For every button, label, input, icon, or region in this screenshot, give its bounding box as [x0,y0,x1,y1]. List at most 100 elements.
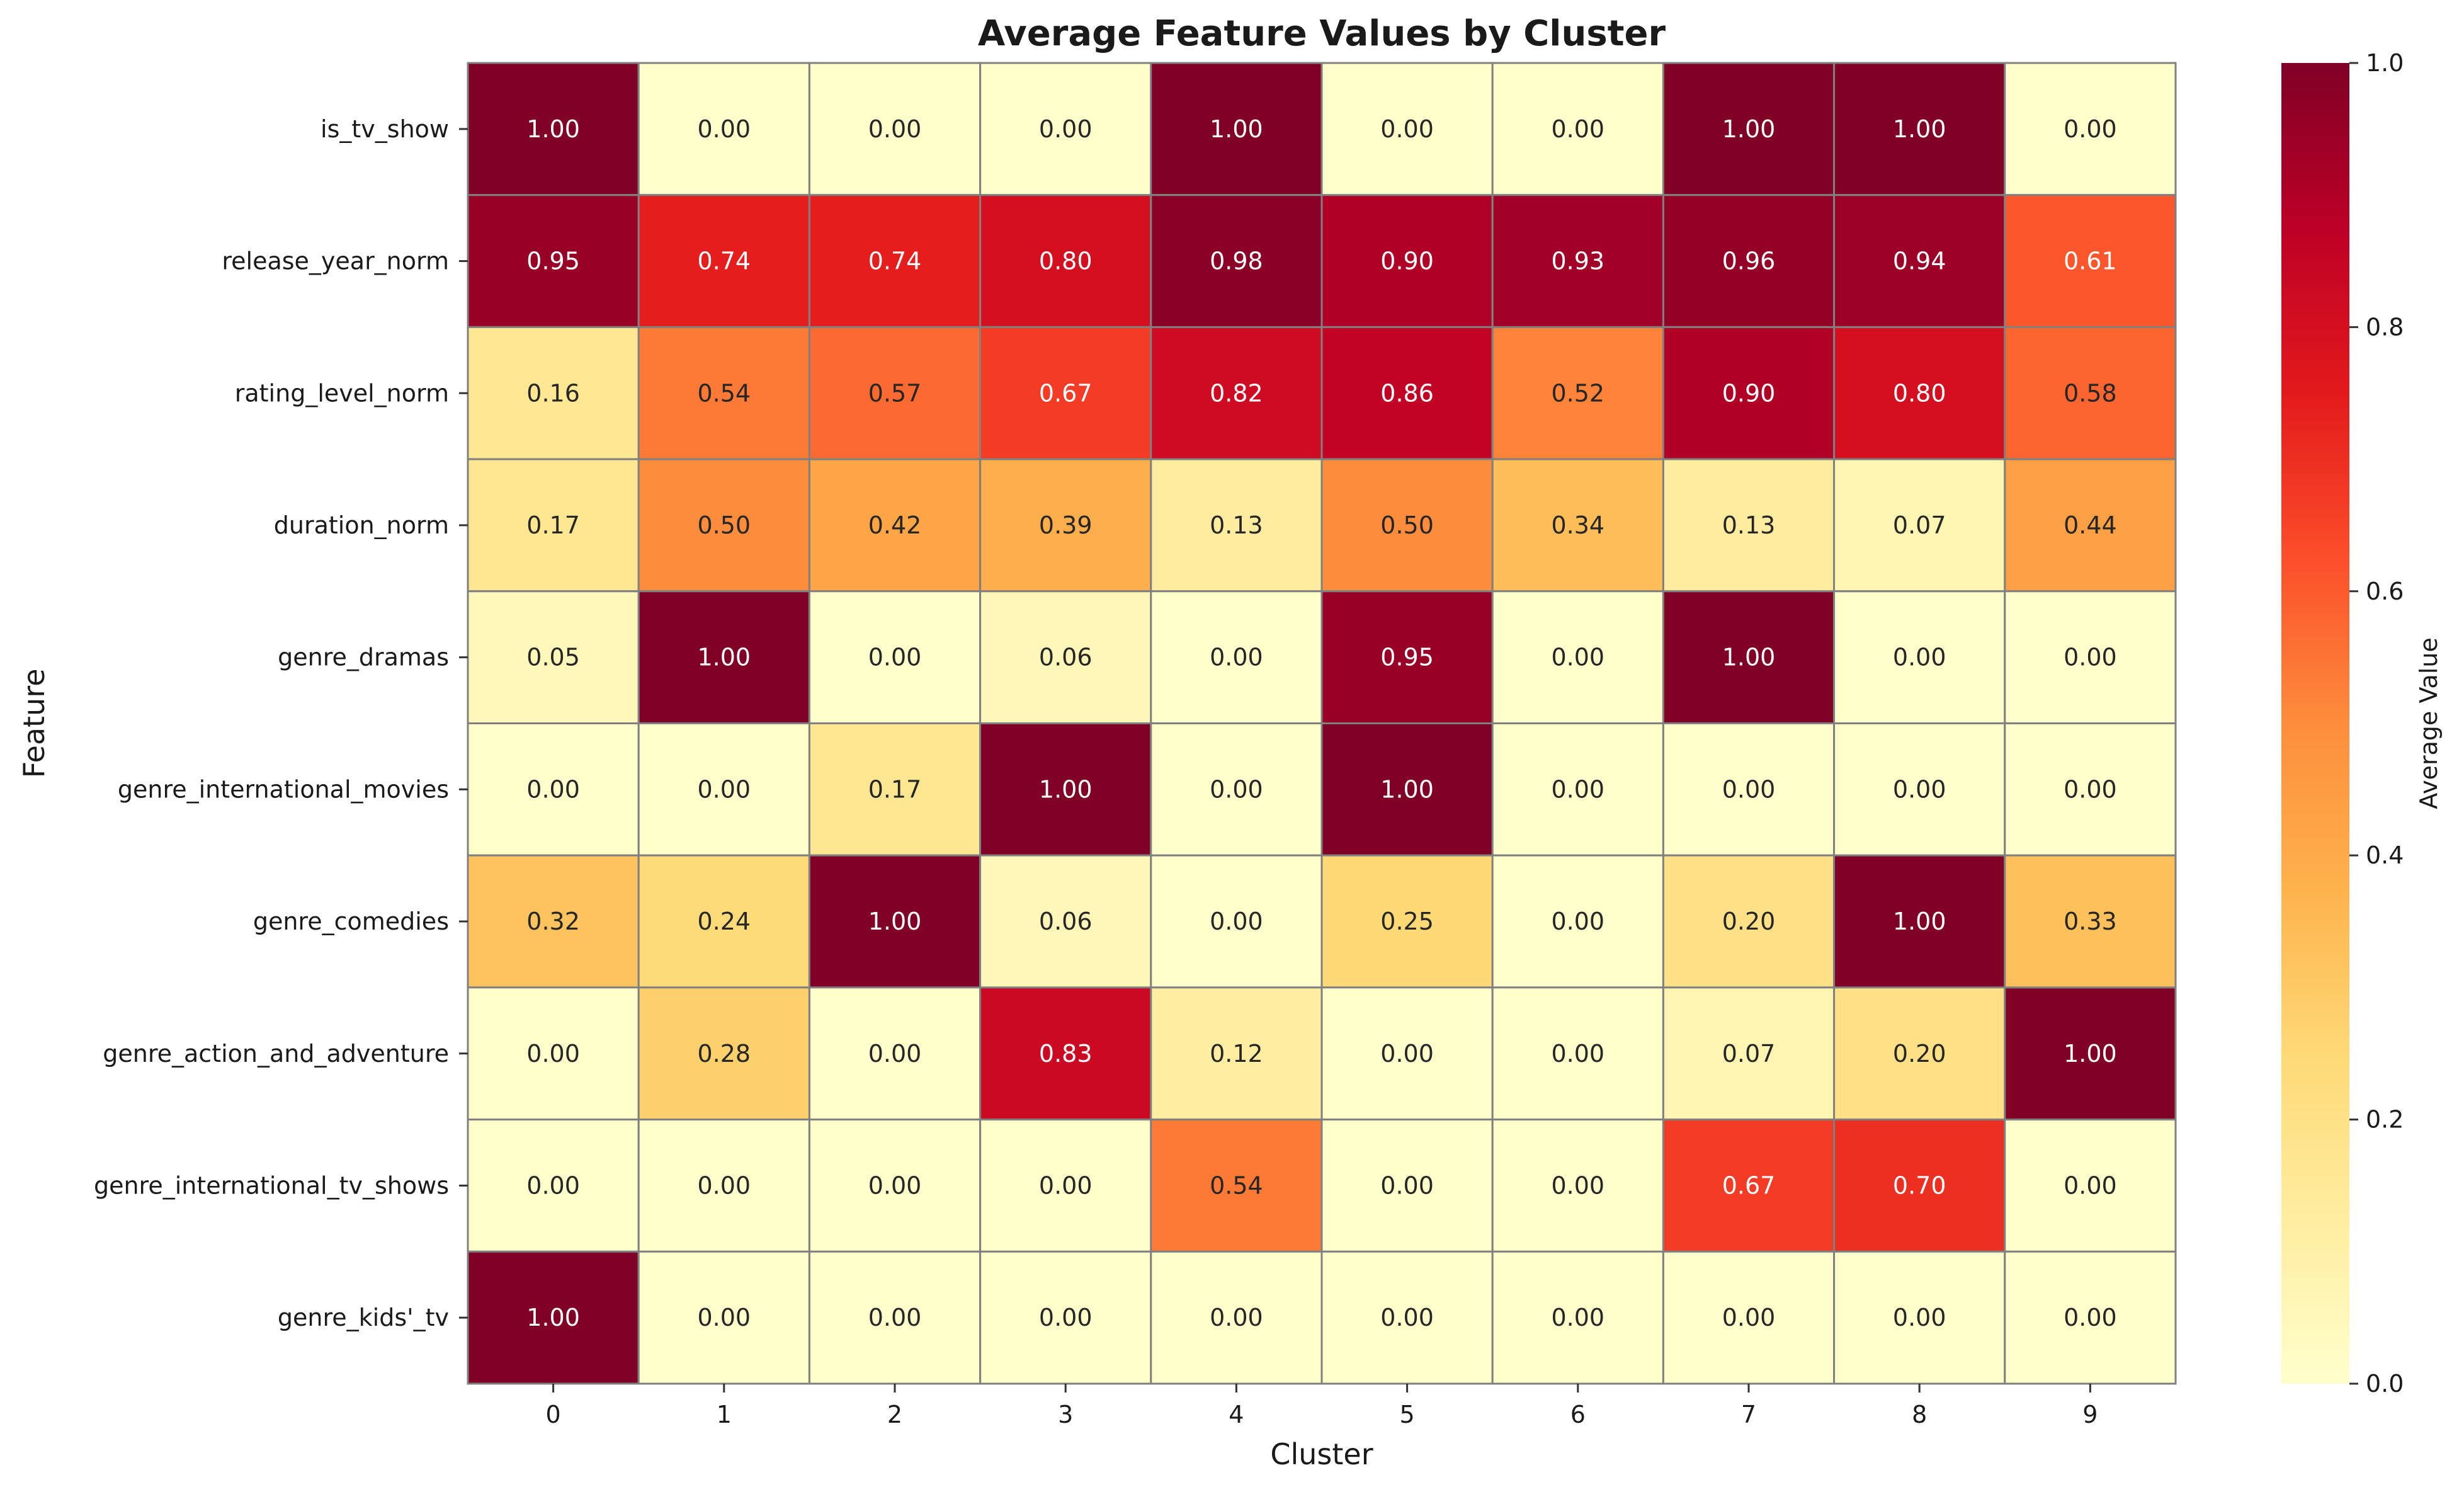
y-tick-label-0: is_tv_show [321,115,449,143]
cell-value-label-r7-c6: 0.00 [1551,1040,1604,1068]
cell-value-label-r5-c9: 0.00 [2064,775,2117,803]
heatmap-cell-r4-c1 [637,590,810,724]
heatmap-cell-r8-c4 [1150,1119,1323,1253]
colorbar-tick-label-3: 0.6 [2366,578,2404,605]
cell-value-label-r7-c1: 0.28 [697,1040,751,1068]
heatmap-cell-r1-c6 [1491,194,1664,328]
x-tick-label-9: 9 [2082,1401,2098,1428]
heatmap-cell-r7-c9 [2004,986,2177,1121]
heatmap-cell-r3-c9 [2004,458,2177,593]
cell-value-label-r1-c0: 0.95 [526,248,580,275]
heatmap-cells: 1.00 0.00 0.00 0.00 1.00 0.00 0.00 1.00 1.00 0.00… [467,62,2177,1385]
colorbar-tick-label-4: 0.8 [2366,313,2404,341]
colorbar-tick-label-5: 1.0 [2366,49,2404,77]
colorbar-label: Average Value [2415,637,2443,809]
cell-value-label-r0-c6: 0.00 [1551,115,1604,143]
cell-value-label-r8-c6: 0.00 [1551,1171,1604,1199]
cell-value-label-r5-c0: 0.00 [526,775,580,803]
cell-value-label-r4-c8: 0.00 [1893,644,1946,671]
cell-value-label-r8-c7: 0.67 [1722,1171,1776,1199]
heatmap-cell-r4-c5 [1320,590,1494,724]
heatmap-cell-r3-c7 [1662,458,1836,593]
cell-value-label-r9-c8: 0.00 [1893,1304,1946,1331]
y-axis-label: Feature [17,669,51,778]
heatmap-cell-r6-c0 [467,854,640,989]
heatmap-cell-r4-c4 [1150,590,1323,724]
heatmap-cell-r3-c6 [1491,458,1664,593]
heatmap-cell-r5-c8 [1833,722,2006,857]
cell-value-label-r9-c0: 1.00 [526,1304,580,1331]
cell-value-label-r5-c2: 0.17 [868,775,922,803]
cell-value-label-r2-c8: 0.80 [1893,379,1946,407]
y-tick-label-4: genre_dramas [278,644,449,671]
x-tick-label-8: 8 [1912,1401,1927,1428]
cell-value-label-r6-c9: 0.33 [2064,908,2117,935]
cell-value-label-r9-c6: 0.00 [1551,1304,1604,1331]
heatmap-cell-r1-c8 [1833,194,2006,328]
cell-value-label-r5-c7: 0.00 [1722,775,1776,803]
heatmap-cell-r7-c7 [1662,986,1836,1121]
cell-value-label-r6-c6: 0.00 [1551,908,1604,935]
y-tick-label-3: duration_norm [274,511,449,539]
heatmap-cell-r3-c0 [467,458,640,593]
heatmap-cell-r4-c7 [1662,590,1836,724]
colorbar-tick-label-1: 0.2 [2366,1106,2404,1134]
heatmap-cell-r6-c3 [979,854,1152,989]
heatmap-cell-r1-c5 [1320,194,1494,328]
cell-value-label-r5-c4: 0.00 [1210,775,1263,803]
heatmap-cell-r3-c5 [1320,458,1494,593]
cell-value-label-r8-c0: 0.00 [526,1171,580,1199]
cell-value-label-r5-c3: 1.00 [1039,775,1093,803]
heatmap-cell-r0-c3 [979,62,1152,196]
heatmap-cell-r0-c2 [808,62,982,196]
cell-value-label-r2-c1: 0.54 [697,379,751,407]
heatmap-cell-r9-c8 [1833,1250,2006,1385]
heatmap-cell-r7-c3 [979,986,1152,1121]
cell-value-label-r5-c8: 0.00 [1893,775,1946,803]
heatmap-cell-r8-c9 [2004,1119,2177,1253]
cell-value-label-r0-c2: 0.00 [868,115,922,143]
x-tick-label-2: 2 [887,1401,902,1428]
y-tick-labels: is_tv_show release_year_norm rating_level_… [94,115,468,1331]
cell-value-label-r7-c2: 0.00 [868,1040,922,1068]
cell-value-label-r1-c8: 0.94 [1893,248,1946,275]
x-tick-label-5: 5 [1400,1401,1415,1428]
y-tick-label-6: genre_comedies [253,908,449,935]
heatmap-cell-r2-c9 [2004,326,2177,460]
heatmap-cell-r5-c5 [1320,722,1494,857]
heatmap-cell-r4-c2 [808,590,982,724]
cell-value-label-r8-c5: 0.00 [1380,1171,1434,1199]
cell-value-label-r6-c7: 0.20 [1722,908,1776,935]
x-tick-label-4: 4 [1229,1401,1244,1428]
cell-value-label-r3-c7: 0.13 [1722,511,1776,539]
cell-value-label-r0-c8: 1.00 [1893,115,1946,143]
heatmap-cell-r9-c6 [1491,1250,1664,1385]
cell-value-label-r1-c6: 0.93 [1551,248,1604,275]
cell-value-label-r4-c3: 0.06 [1039,644,1093,671]
cell-value-label-r3-c1: 0.50 [697,511,751,539]
heatmap-cell-r9-c7 [1662,1250,1836,1385]
cell-value-label-r3-c9: 0.44 [2064,511,2117,539]
cell-value-label-r4-c9: 0.00 [2064,644,2117,671]
heatmap-cell-r9-c3 [979,1250,1152,1385]
heatmap-cell-r2-c7 [1662,326,1836,460]
heatmap-cell-r2-c6 [1491,326,1664,460]
cell-value-label-r7-c8: 0.20 [1893,1040,1946,1068]
cell-value-label-r0-c4: 1.00 [1210,115,1263,143]
cell-value-label-r8-c1: 0.00 [697,1171,751,1199]
colorbar-gradient [2281,63,2349,1384]
x-axis-label: Cluster [1270,1437,1373,1471]
cell-value-label-r4-c1: 1.00 [697,644,751,671]
cell-value-label-r6-c2: 1.00 [868,908,922,935]
heatmap-cell-r0-c7 [1662,62,1836,196]
y-tick-label-5: genre_international_movies [118,775,449,803]
heatmap-cell-r9-c1 [637,1250,810,1385]
heatmap-cell-r2-c1 [637,326,810,460]
cell-value-label-r4-c7: 1.00 [1722,644,1776,671]
cell-value-label-r9-c5: 0.00 [1380,1304,1434,1331]
cell-value-label-r2-c4: 0.82 [1210,379,1263,407]
heatmap-cell-r7-c1 [637,986,810,1121]
cell-value-label-r2-c2: 0.57 [868,379,922,407]
